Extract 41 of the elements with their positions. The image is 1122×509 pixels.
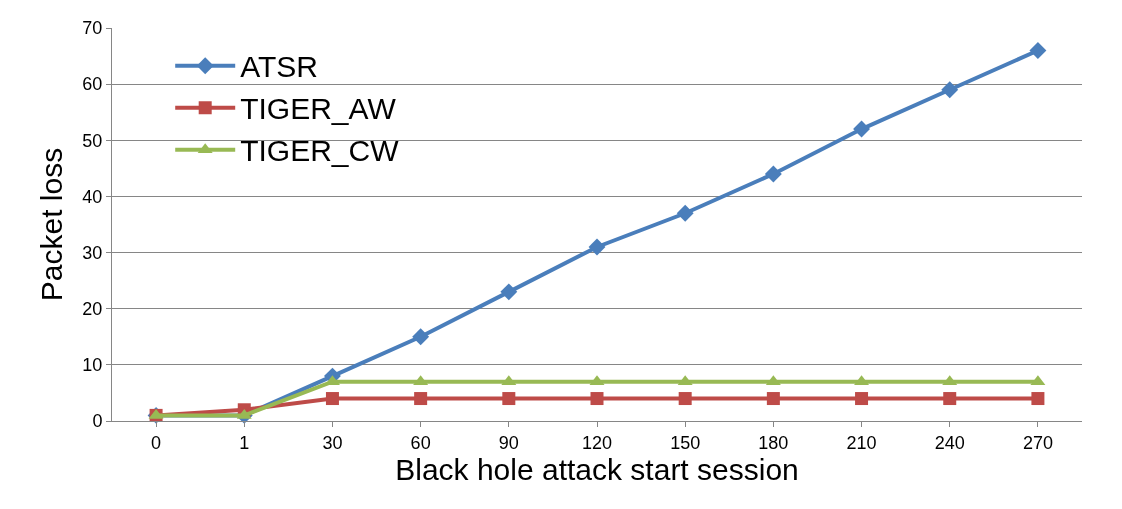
- y-tick-label: 70: [82, 18, 103, 39]
- x-tick-label: 270: [1022, 432, 1053, 453]
- point: [766, 392, 780, 406]
- point: [1031, 392, 1045, 406]
- x-tick-label: 90: [498, 432, 519, 453]
- point: [500, 283, 518, 301]
- point: [414, 392, 428, 406]
- x-tick-label: 60: [410, 432, 431, 453]
- point: [325, 392, 339, 406]
- legend-label: TIGER_CW: [240, 134, 400, 168]
- x-tick-label: 180: [758, 432, 789, 453]
- y-tick-label: 20: [82, 299, 103, 320]
- point: [941, 81, 959, 99]
- x-tick-label: 240: [934, 432, 965, 453]
- point: [588, 238, 606, 256]
- legend-label: ATSR: [240, 50, 318, 84]
- point: [764, 165, 782, 183]
- y-tick-label: 30: [82, 242, 103, 263]
- point: [855, 392, 869, 406]
- point: [590, 392, 604, 406]
- y-tick-label: 40: [82, 186, 103, 207]
- y-axis-title: Packet loss: [35, 147, 69, 302]
- x-tick-label: 120: [581, 432, 613, 453]
- x-tick-label: 1: [239, 432, 250, 453]
- y-tick-label: 10: [82, 355, 103, 376]
- point: [676, 204, 694, 222]
- x-tick-label: 150: [670, 432, 701, 453]
- y-tick-label: 50: [82, 130, 103, 151]
- point: [943, 392, 957, 406]
- point: [412, 328, 430, 346]
- y-tick-label: 60: [82, 74, 103, 95]
- x-axis-title: Black hole attack start session: [395, 452, 799, 486]
- x-tick-label: 210: [846, 432, 877, 453]
- x-tick-label: 0: [151, 432, 162, 453]
- point: [853, 120, 870, 138]
- legend-label: TIGER_AW: [240, 92, 397, 126]
- point: [678, 392, 692, 406]
- y-tick-label: 0: [92, 411, 103, 432]
- point: [1029, 42, 1047, 59]
- x-tick-label: 30: [322, 432, 343, 453]
- point: [502, 392, 516, 406]
